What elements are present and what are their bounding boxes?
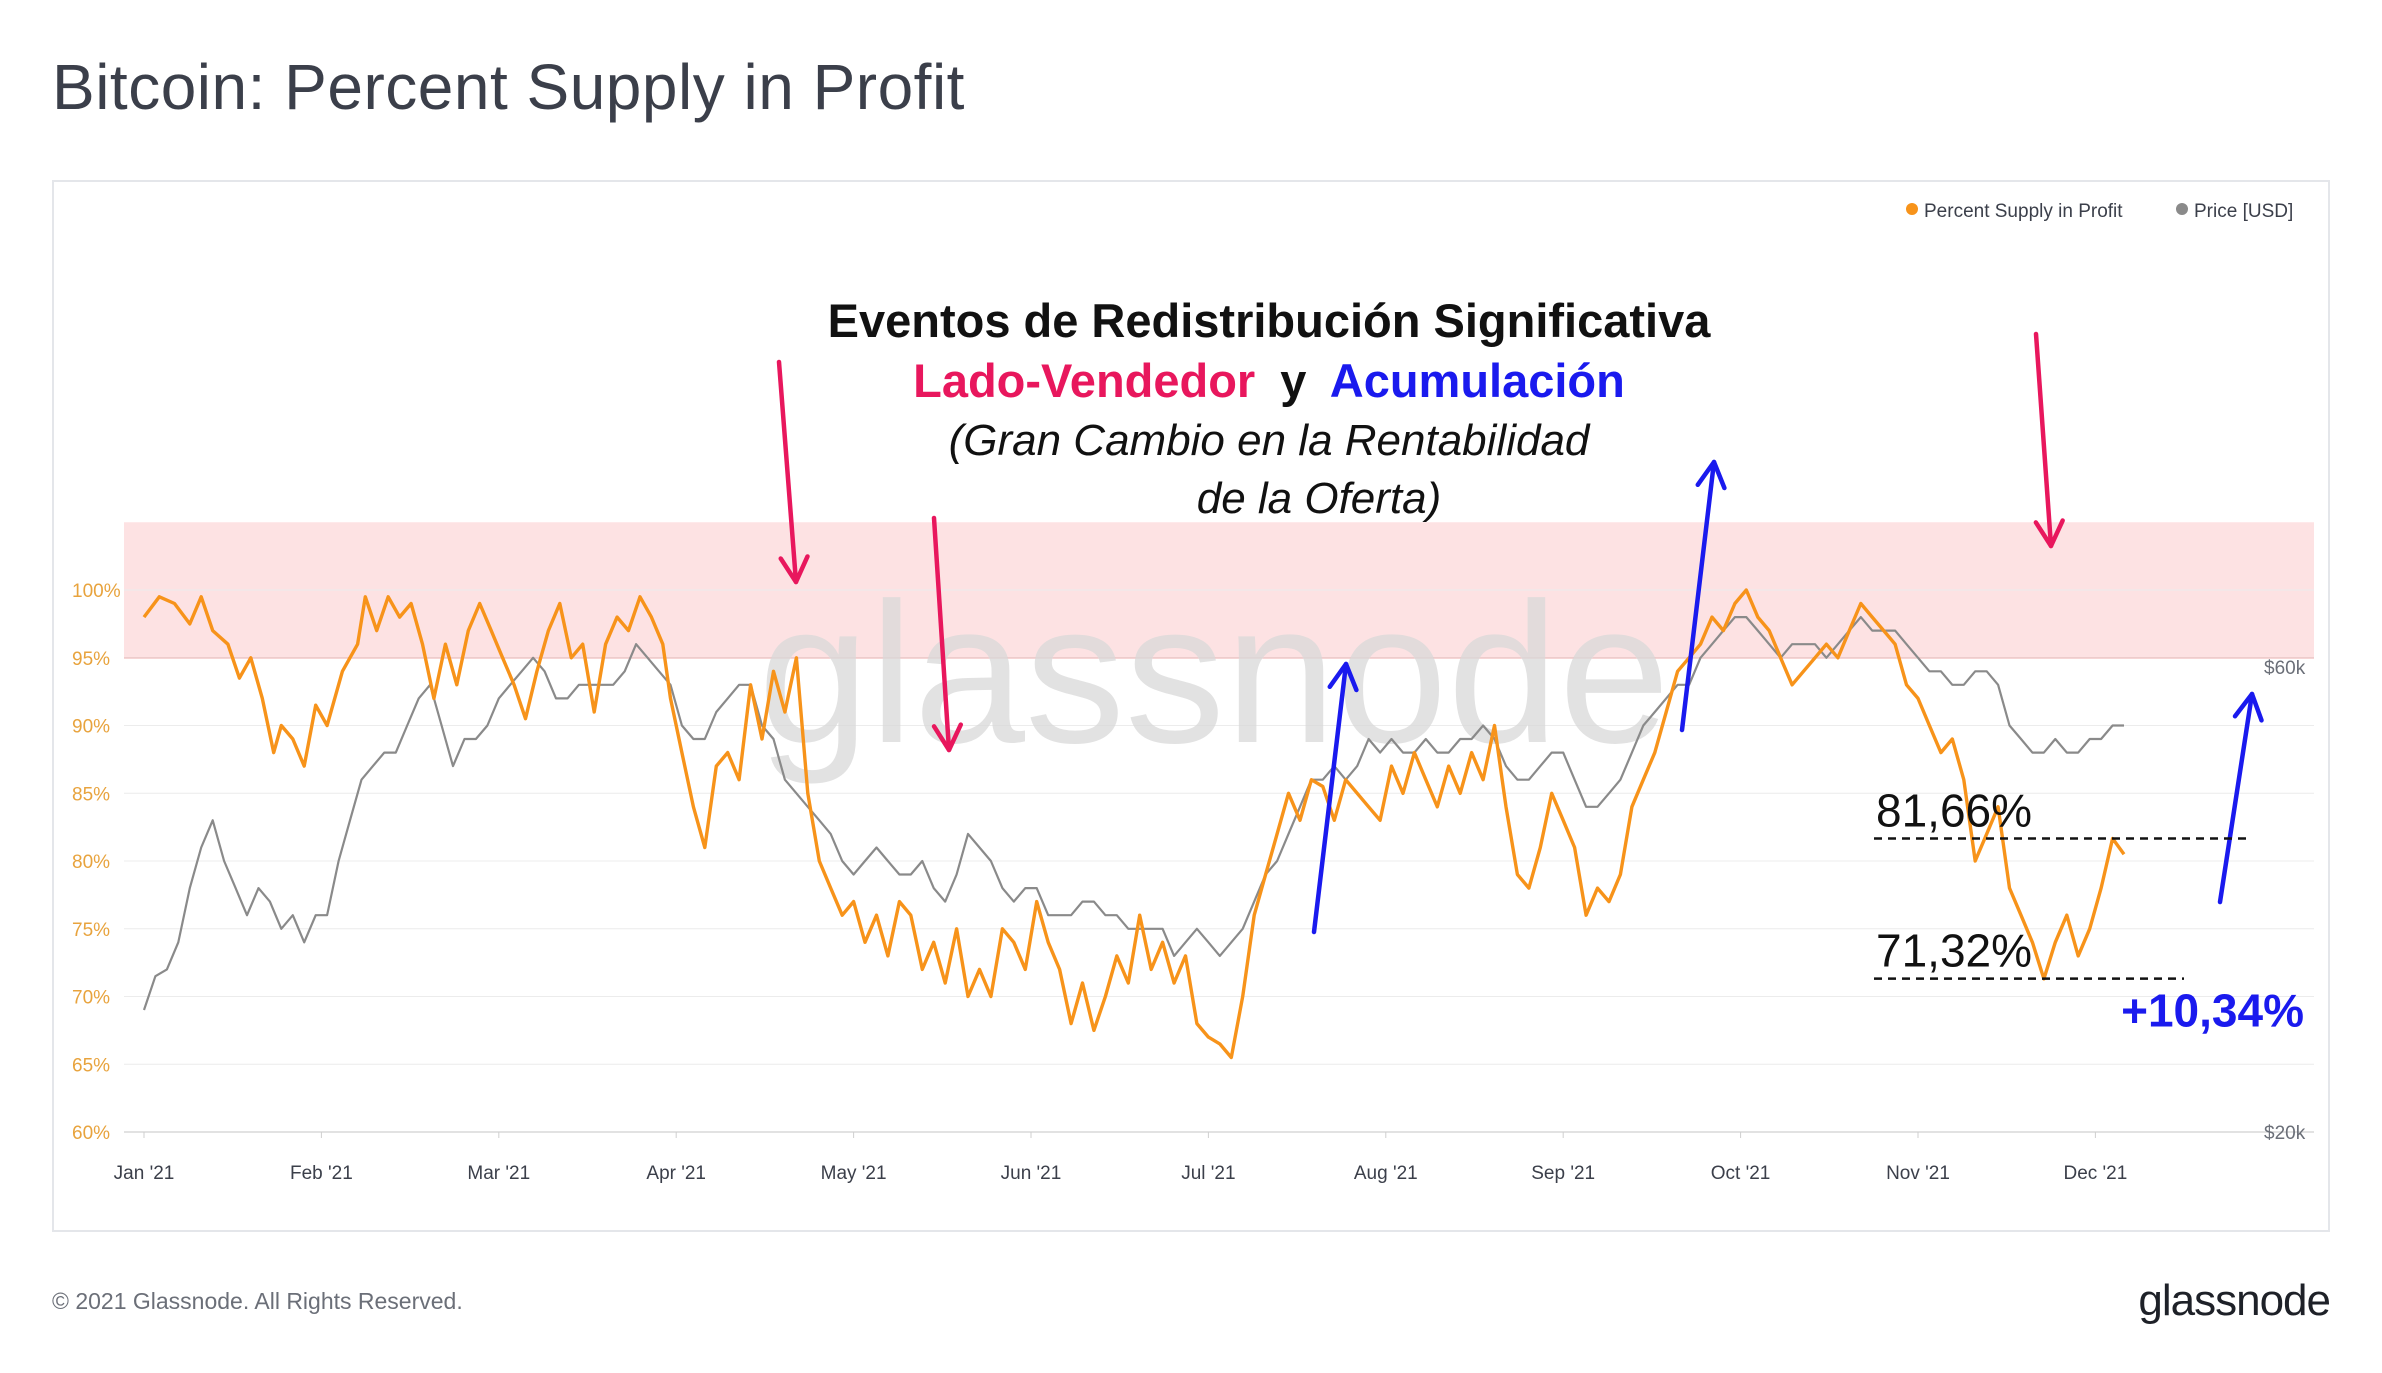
sell-arrow: [776, 359, 810, 585]
legend-supply-dot: [1906, 203, 1918, 215]
x-tick-label: Feb '21: [290, 1163, 353, 1184]
sell-arrow-head: [2033, 518, 2065, 549]
chart-frame: glassnode 100% 95% 90% 85% 80% 75% 70% 65% 60% $…: [52, 180, 2330, 1232]
sell-arrow: [931, 515, 964, 753]
glassnode-logo[interactable]: glassnode: [2138, 1276, 2331, 1325]
x-tick-label: Sep '21: [1531, 1163, 1595, 1184]
annotation-accumulation: Acumulación: [1330, 354, 1625, 407]
buy-arrow-shaft: [1679, 459, 1717, 733]
annotation-line4: de la Oferta): [1197, 474, 1442, 523]
annotation-seller-side: Lado-Vendedor: [913, 354, 1255, 407]
legend-price-label[interactable]: Price [USD]: [2194, 201, 2293, 222]
y-tick-label: 75%: [72, 920, 110, 941]
sell-arrow-shaft: [776, 359, 799, 585]
sell-arrow-head: [778, 554, 810, 585]
price-line: [142, 616, 2124, 1011]
y-right-tick-label: $60k: [2264, 658, 2306, 679]
x-tick-label: Oct '21: [1711, 1163, 1771, 1184]
buy-arrow-head: [1327, 661, 1359, 693]
x-tick-label: Aug '21: [1354, 1163, 1418, 1184]
y-tick-label: 95%: [72, 649, 110, 670]
watermark-text: glassnode: [758, 562, 1670, 785]
gain-label: +10,34%: [2121, 985, 2304, 1037]
buy-arrow-shaft: [2217, 691, 2255, 905]
y-right-tick-label: $20k: [2264, 1123, 2306, 1144]
x-tick-label: May '21: [821, 1163, 887, 1184]
buy-arrow: [2217, 691, 2264, 905]
buy-arrow-head: [2232, 691, 2264, 723]
y-tick-label: 90%: [72, 717, 110, 738]
buy-arrow-shaft: [1311, 661, 1349, 935]
x-tick-label: Nov '21: [1886, 1163, 1950, 1184]
level-low-label: 71,32%: [1876, 925, 2032, 977]
x-tick-label: Apr '21: [646, 1163, 706, 1184]
buy-arrow-head: [1695, 459, 1727, 491]
y-tick-label: 80%: [72, 852, 110, 873]
buy-arrow: [1311, 661, 1359, 935]
x-tick-label: Dec '21: [2063, 1163, 2127, 1184]
legend-price-dot: [2176, 203, 2188, 215]
level-high-label: 81,66%: [1876, 785, 2032, 837]
x-tick-label: Jul '21: [1181, 1163, 1235, 1184]
footer-copyright: © 2021 Glassnode. All Rights Reserved.: [52, 1288, 463, 1314]
y-tick-label: 100%: [72, 581, 121, 602]
annotation-line2: Lado-Vendedor y Acumulación: [913, 354, 1625, 407]
annotation-line3: (Gran Cambio en la Rentabilidad: [949, 416, 1591, 465]
sell-arrow-shaft: [2033, 331, 2054, 549]
supply-in-profit-line: [142, 588, 2126, 1060]
x-tick-label: Mar '21: [467, 1163, 530, 1184]
y-tick-label: 85%: [72, 784, 110, 805]
y-tick-label: 70%: [72, 988, 110, 1009]
sell-arrow-head: [931, 722, 964, 753]
x-tick-label: Jun '21: [1001, 1163, 1062, 1184]
chart: glassnode 100% 95% 90% 85% 80% 75% 70% 65% 60% $…: [72, 201, 2314, 1184]
buy-arrow: [1679, 459, 1727, 733]
x-tick-label: Jan '21: [114, 1163, 175, 1184]
y-tick-label: 60%: [72, 1123, 110, 1144]
sell-arrow-shaft: [931, 515, 952, 753]
page-title: Bitcoin: Percent Supply in Profit: [52, 51, 965, 123]
annotation-headline: Eventos de Redistribución Significativa: [828, 294, 1712, 347]
sell-arrow: [2033, 331, 2065, 549]
annotation-joiner: y: [1280, 354, 1306, 407]
legend-supply-label[interactable]: Percent Supply in Profit: [1924, 201, 2123, 222]
y-tick-label: 65%: [72, 1055, 110, 1076]
